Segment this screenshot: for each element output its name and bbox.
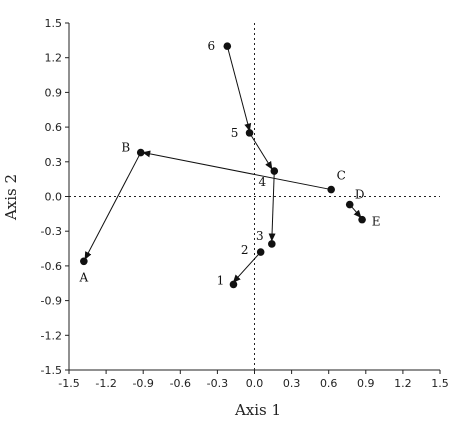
x-tick-label: 1.2 [394,377,412,390]
point-label: C [337,169,346,183]
data-point [136,148,145,157]
data-point [245,129,254,137]
point-label: E [372,215,381,229]
y-tick-label: 0.9 [45,86,63,99]
y-tick-label: -0.3 [41,225,62,238]
x-tick-label: -0.3 [207,377,228,390]
point-label: 1 [217,273,225,287]
data-point [358,215,366,224]
point-label: B [121,141,130,155]
x-tick-label: 0.6 [320,377,338,390]
point-label: 2 [241,243,249,257]
data-point [223,42,232,50]
data-point [268,240,276,248]
point-label: D [355,188,365,202]
trajectory-arrow [226,46,252,132]
trajectory-arrow [84,152,142,260]
y-tick-label: 1.5 [45,17,63,30]
data-point [80,257,88,266]
y-tick-label: 0.0 [45,191,63,204]
point-group [80,42,366,289]
y-tick-label: 0.3 [45,156,63,169]
x-tick-label: -1.5 [58,377,79,390]
y-tick-label: 1.2 [45,52,63,65]
point-label: 4 [258,175,266,189]
y-tick-label: -1.5 [41,364,62,377]
point-label: 3 [256,229,264,243]
x-axis-title: Axis 1 [234,401,281,419]
y-tick-label: -1.2 [41,329,62,342]
x-tick-label: -0.6 [170,377,191,390]
point-label: 5 [231,126,239,140]
point-label: 6 [207,39,215,53]
data-point [327,185,335,194]
data-point [270,167,279,175]
data-point [229,280,238,289]
axes: -1.5 -1.2 -0.9 -0.6 -0.3 0.0 0.3 0.6 0.9 1.2 1.5 1.… [41,17,449,390]
y-tick-label: -0.9 [41,295,62,308]
y-axis-title: Axis 2 [2,174,20,221]
point-label: A [79,270,89,284]
trajectory-arrow [232,251,262,283]
x-tick-label: 0.3 [283,377,301,390]
x-tick-label: 0.9 [357,377,375,390]
x-tick-label: -1.2 [95,377,116,390]
trajectory-arrow [249,132,273,170]
point-label-group: 6 5 4 32 1 B A CDE [79,39,381,287]
x-tick-label: 1.5 [431,377,449,390]
trajectory-arrow [268,171,276,242]
arrow-group [84,46,362,283]
y-tick-label: 0.6 [45,121,63,134]
x-tick-label: -0.9 [132,377,153,390]
reference-lines [69,23,440,370]
trajectory-arrow [142,150,332,191]
data-point [345,200,354,209]
data-point [256,248,265,256]
x-tick-label: 0.0 [246,377,264,390]
y-tick-label: -0.6 [41,260,62,273]
